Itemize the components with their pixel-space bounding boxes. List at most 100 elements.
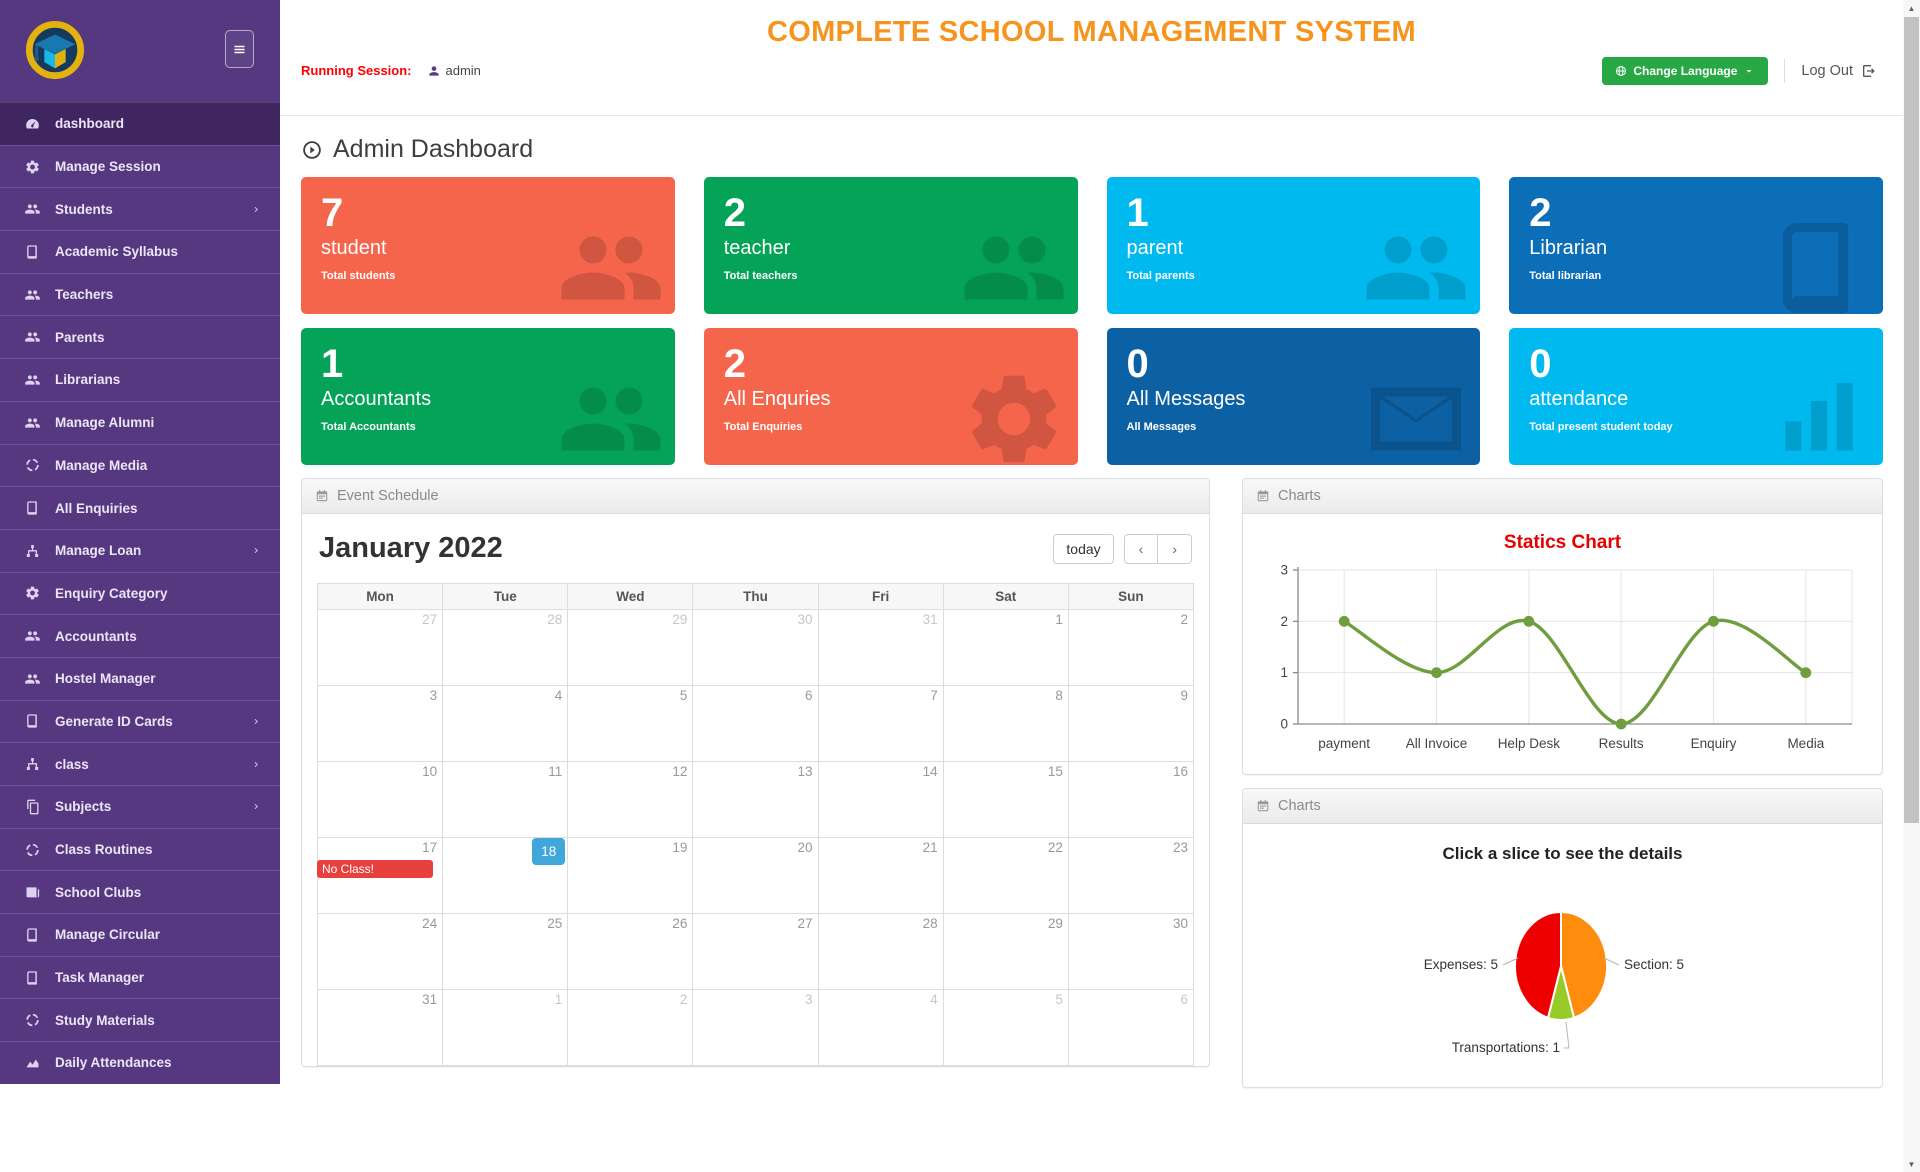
calendar-day[interactable]: 30 <box>1067 913 1195 990</box>
calendar-day[interactable]: 31 <box>316 989 444 1066</box>
calendar-day[interactable]: 19 <box>567 837 694 914</box>
scrollbar-up-arrow[interactable]: ▲ <box>1907 3 1916 13</box>
calendar-day[interactable]: 6 <box>692 685 819 762</box>
sidebar-item-parents[interactable]: Parents <box>0 315 280 358</box>
calendar-day[interactable]: 1 <box>442 989 569 1066</box>
calendar-day[interactable]: 6 <box>1067 989 1195 1066</box>
sidebar-item-label: Class Routines <box>55 842 153 858</box>
sidebar-item-study-materials[interactable]: Study Materials <box>0 998 280 1041</box>
calendar-day-number: 28 <box>922 916 938 931</box>
calendar-day[interactable]: 16 <box>1067 761 1195 838</box>
calendar-day-number: 4 <box>930 992 938 1007</box>
stat-card-attendance[interactable]: 0 attendance Total present student today <box>1509 328 1883 465</box>
calendar-day[interactable]: 21 <box>817 837 944 914</box>
stat-card-librarian[interactable]: 2 Librarian Total librarian <box>1509 177 1883 314</box>
calendar-day[interactable]: 17 No Class! <box>316 837 444 914</box>
calendar-day[interactable]: 31 <box>817 609 944 686</box>
sidebar-item-class[interactable]: class <box>0 742 280 785</box>
scrollbar-down-arrow[interactable]: ▼ <box>1907 1159 1916 1169</box>
calendar-day[interactable]: 3 <box>692 989 819 1066</box>
calendar-day[interactable]: 11 <box>442 761 569 838</box>
calendar-day[interactable]: 29 <box>942 913 1069 990</box>
calendar-day[interactable]: 25 <box>442 913 569 990</box>
sidebar-item-subjects[interactable]: Subjects <box>0 785 280 828</box>
calendar-today-button[interactable]: today <box>1053 533 1114 564</box>
sidebar-item-accountants[interactable]: Accountants <box>0 614 280 657</box>
calendar-next-button[interactable]: › <box>1158 533 1192 564</box>
sidebar-item-generate-id-cards[interactable]: Generate ID Cards <box>0 699 280 743</box>
stat-card-value: 2 <box>723 342 746 386</box>
calendar-day[interactable]: 13 <box>692 761 819 838</box>
sidebar-item-academic-syllabus[interactable]: Academic Syllabus <box>0 230 280 273</box>
calendar-day[interactable]: 24 <box>316 913 444 990</box>
stat-card-all-messages[interactable]: 0 All Messages All Messages <box>1106 328 1481 465</box>
line-chart: 0 1 2 3 payment All Invoice Help Desk Results En… <box>1258 556 1867 768</box>
sidebar-item-manage-circular[interactable]: Manage Circular <box>0 913 280 956</box>
sidebar-item-manage-loan[interactable]: Manage Loan <box>0 528 280 572</box>
sidebar-item-teachers[interactable]: Teachers <box>0 272 280 316</box>
calendar-prev-button[interactable]: ‹ <box>1123 533 1159 564</box>
pie-slice-section[interactable] <box>1560 911 1608 1019</box>
sidebar-item-manage-media[interactable]: Manage Media <box>0 443 280 487</box>
calendar-day[interactable]: 15 <box>942 761 1069 838</box>
calendar-day[interactable]: 4 <box>442 685 569 762</box>
envelope-icon <box>1362 365 1470 465</box>
pie-slice-expenses[interactable] <box>1514 911 1562 1019</box>
stat-card-accountants[interactable]: 1 Accountants Total Accountants <box>301 328 675 465</box>
sidebar-item-class-routines[interactable]: Class Routines <box>0 827 280 871</box>
sidebar-item-task-manager[interactable]: Task Manager <box>0 955 280 999</box>
pie-chart-panel-title: Charts <box>1278 798 1321 814</box>
sidebar-toggle-button[interactable] <box>225 30 254 68</box>
sidebar-item-all-enquiries[interactable]: All Enquiries <box>0 486 280 529</box>
calendar-day[interactable]: 28 <box>442 609 569 686</box>
users-icon <box>23 329 42 345</box>
calendar-day[interactable]: 5 <box>942 989 1069 1066</box>
calendar-day[interactable]: 18 <box>442 837 569 914</box>
calendar-day[interactable]: 7 <box>817 685 944 762</box>
calendar-day[interactable]: 9 <box>1067 685 1195 762</box>
sidebar-item-dashboard[interactable]: dashboard <box>0 102 280 145</box>
calendar-event[interactable]: No Class! <box>317 860 433 878</box>
calendar-day[interactable]: 23 <box>1067 837 1195 914</box>
stat-card-value: 1 <box>1126 191 1149 235</box>
logout-link[interactable]: Log Out <box>1801 63 1877 79</box>
sidebar-item-manage-alumni[interactable]: Manage Alumni <box>0 400 280 444</box>
change-language-button[interactable]: Change Language <box>1602 57 1769 85</box>
calendar-day[interactable]: 28 <box>817 913 944 990</box>
calendar-day[interactable]: 10 <box>316 761 444 838</box>
calendar-day[interactable]: 12 <box>567 761 694 838</box>
sidebar-item-school-clubs[interactable]: School Clubs <box>0 870 280 913</box>
sidebar-item-daily-attendances[interactable]: Daily Attendances <box>0 1041 280 1084</box>
sidebar-item-label: Manage Session <box>55 159 161 175</box>
calendar-day[interactable]: 8 <box>942 685 1069 762</box>
calendar-day[interactable]: 26 <box>567 913 694 990</box>
calendar-day[interactable]: 1 <box>942 609 1069 686</box>
sidebar-item-label: Enquiry Category <box>55 585 168 601</box>
calendar-day[interactable]: 22 <box>942 837 1069 914</box>
calendar-day[interactable]: 2 <box>1067 609 1195 686</box>
sidebar-item-enquiry-category[interactable]: Enquiry Category <box>0 571 280 615</box>
calendar-day[interactable]: 27 <box>692 913 819 990</box>
scrollbar[interactable]: ▲ ▼ <box>1903 0 1920 1172</box>
sidebar-item-manage-session[interactable]: Manage Session <box>0 144 280 188</box>
stat-card-all-enquries[interactable]: 2 All Enquries Total Enquiries <box>703 328 1078 465</box>
sidebar-item-librarians[interactable]: Librarians <box>0 358 280 401</box>
calendar-day[interactable]: 3 <box>316 685 444 762</box>
sidebar-item-students[interactable]: Students <box>0 187 280 230</box>
calendar-day[interactable]: 5 <box>567 685 694 762</box>
calendar-day[interactable]: 4 <box>817 989 944 1066</box>
calendar-day-number: 29 <box>672 612 688 627</box>
scrollbar-thumb[interactable] <box>1904 17 1919 823</box>
calendar-day[interactable]: 2 <box>567 989 694 1066</box>
calendar-day-header: Sun <box>1067 583 1195 610</box>
sidebar-item-hostel-manager[interactable]: Hostel Manager <box>0 656 280 700</box>
book-icon <box>23 500 42 516</box>
calendar-day[interactable]: 14 <box>817 761 944 838</box>
calendar-day[interactable]: 30 <box>692 609 819 686</box>
stat-card-teacher[interactable]: 2 teacher Total teachers <box>703 177 1078 314</box>
stat-card-parent[interactable]: 1 parent Total parents <box>1106 177 1481 314</box>
calendar-day[interactable]: 29 <box>567 609 694 686</box>
stat-card-student[interactable]: 7 student Total students <box>301 177 675 314</box>
calendar-day[interactable]: 27 <box>316 609 444 686</box>
calendar-day[interactable]: 20 <box>692 837 819 914</box>
